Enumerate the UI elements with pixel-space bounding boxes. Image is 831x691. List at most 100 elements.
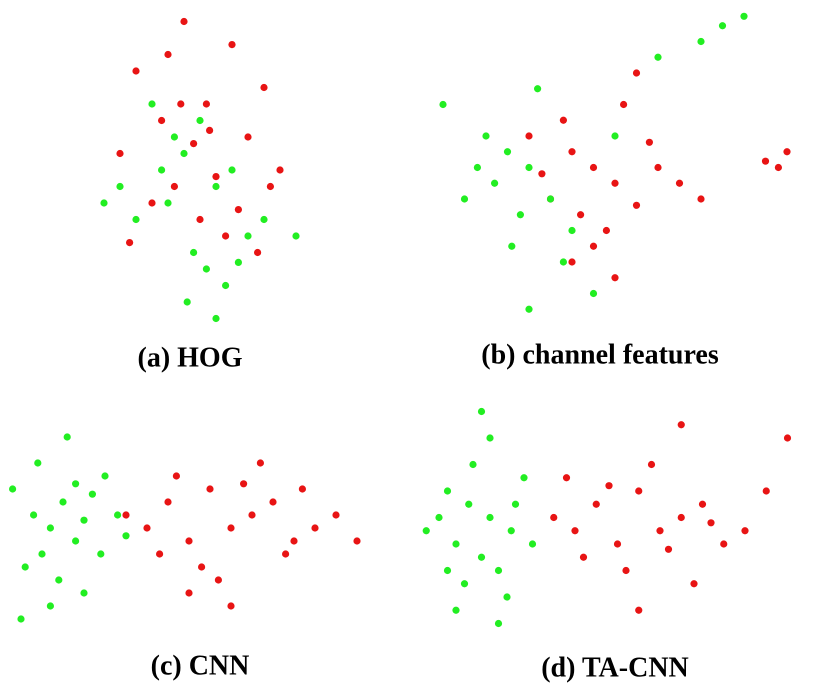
point — [298, 485, 306, 493]
point — [698, 500, 707, 508]
point — [783, 148, 791, 156]
point — [697, 195, 705, 203]
point — [212, 173, 220, 181]
point — [190, 248, 198, 257]
point — [589, 242, 598, 250]
point — [172, 472, 180, 480]
point — [206, 485, 214, 493]
point — [605, 482, 613, 490]
point — [97, 550, 105, 558]
point — [452, 606, 460, 614]
point — [132, 67, 140, 75]
point — [645, 138, 654, 146]
point — [503, 148, 512, 156]
point — [101, 472, 109, 480]
point — [114, 511, 122, 519]
point — [46, 602, 55, 610]
point — [525, 163, 533, 172]
point — [622, 566, 630, 575]
point — [228, 41, 236, 49]
point — [473, 163, 481, 172]
panel-caption: (b) channel features — [481, 339, 719, 370]
point — [697, 37, 705, 46]
point — [664, 545, 673, 553]
point — [469, 460, 477, 469]
point — [579, 553, 588, 561]
point — [9, 485, 17, 493]
point — [783, 434, 792, 442]
point — [38, 550, 46, 558]
point — [170, 182, 178, 191]
point — [292, 232, 300, 240]
point — [762, 487, 770, 495]
point — [126, 239, 134, 247]
point — [132, 215, 140, 224]
point — [34, 459, 42, 467]
point — [635, 606, 643, 614]
point — [228, 166, 236, 174]
point — [202, 100, 210, 108]
point — [632, 69, 641, 77]
point — [290, 537, 298, 545]
point — [148, 100, 156, 108]
point — [260, 83, 268, 92]
point — [443, 566, 452, 575]
point — [244, 133, 252, 141]
point — [577, 211, 585, 219]
panel-caption: (c) CNN — [151, 650, 250, 681]
point — [538, 170, 546, 178]
point — [568, 148, 576, 156]
point — [156, 550, 164, 558]
panel-caption: (d) TA-CNN — [541, 652, 689, 683]
point — [282, 550, 290, 558]
point — [72, 537, 80, 545]
point — [562, 474, 571, 482]
point — [180, 149, 188, 158]
point — [571, 527, 579, 535]
point — [227, 602, 235, 610]
point — [620, 100, 628, 109]
point — [613, 540, 622, 548]
point — [80, 589, 88, 597]
point — [72, 480, 80, 488]
point — [227, 524, 235, 532]
point — [260, 215, 268, 224]
point — [240, 480, 248, 488]
point — [116, 149, 124, 158]
point — [254, 248, 262, 257]
point — [654, 163, 662, 172]
point — [602, 226, 611, 235]
point — [276, 166, 284, 174]
point — [190, 140, 198, 148]
point — [559, 258, 568, 266]
point — [525, 305, 533, 313]
point — [148, 199, 156, 207]
point — [654, 53, 662, 61]
point — [21, 563, 29, 571]
point — [212, 314, 220, 323]
point — [508, 242, 516, 250]
point — [158, 116, 166, 125]
point — [234, 206, 242, 214]
point — [494, 619, 503, 628]
point — [222, 232, 230, 240]
point — [486, 434, 494, 442]
point — [196, 215, 204, 224]
point — [196, 116, 204, 125]
point — [718, 22, 727, 30]
point — [443, 487, 452, 495]
point — [465, 500, 473, 508]
point — [550, 513, 558, 522]
point — [311, 524, 319, 532]
point — [592, 500, 600, 508]
point — [198, 563, 206, 571]
point — [180, 17, 188, 26]
point — [248, 511, 256, 519]
point — [477, 407, 486, 416]
point — [546, 195, 555, 203]
point — [677, 421, 685, 429]
point — [452, 540, 460, 548]
point — [183, 298, 191, 306]
point — [164, 498, 172, 506]
